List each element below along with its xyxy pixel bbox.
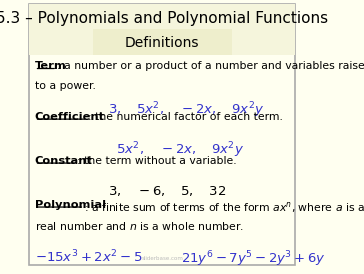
Text: Constant: Constant [35,156,92,166]
Text: $3, \quad 5x^2, \quad -2x, \quad 9x^2y$: $3, \quad 5x^2, \quad -2x, \quad 9x^2y$ [108,100,264,119]
Text: Definitions: Definitions [125,36,199,50]
Text: : the term without a variable.: : the term without a variable. [78,156,237,166]
Text: $-15x^3 + 2x^2 - 5$: $-15x^3 + 2x^2 - 5$ [35,249,142,266]
Text: Polynomial: Polynomial [35,200,106,210]
Text: : a finite sum of terms of the form $ax^n$, where $a$ is a: : a finite sum of terms of the form $ax^… [84,200,364,215]
Text: : a number or a product of a number and variables raised: : a number or a product of a number and … [57,61,364,71]
FancyBboxPatch shape [93,29,232,55]
Text: $5x^2, \quad -2x, \quad 9x^2y$: $5x^2, \quad -2x, \quad 9x^2y$ [116,140,244,159]
Text: Coefficient: Coefficient [35,112,104,122]
Text: to a power.: to a power. [35,81,95,91]
Text: $21y^6 - 7y^5 - 2y^3 + 6y$: $21y^6 - 7y^5 - 2y^3 + 6y$ [181,249,326,269]
Text: : the numerical factor of each term.: : the numerical factor of each term. [87,112,282,122]
FancyBboxPatch shape [29,4,295,265]
FancyBboxPatch shape [29,4,295,55]
Text: $3, \quad -6, \quad 5, \quad 32$: $3, \quad -6, \quad 5, \quad 32$ [108,184,226,198]
Text: real number and $n$ is a whole number.: real number and $n$ is a whole number. [35,220,244,232]
Text: 5.3 – Polynomials and Polynomial Functions: 5.3 – Polynomials and Polynomial Functio… [0,11,328,26]
Text: Term: Term [35,61,66,71]
Text: sliderbase.com: sliderbase.com [141,256,183,261]
